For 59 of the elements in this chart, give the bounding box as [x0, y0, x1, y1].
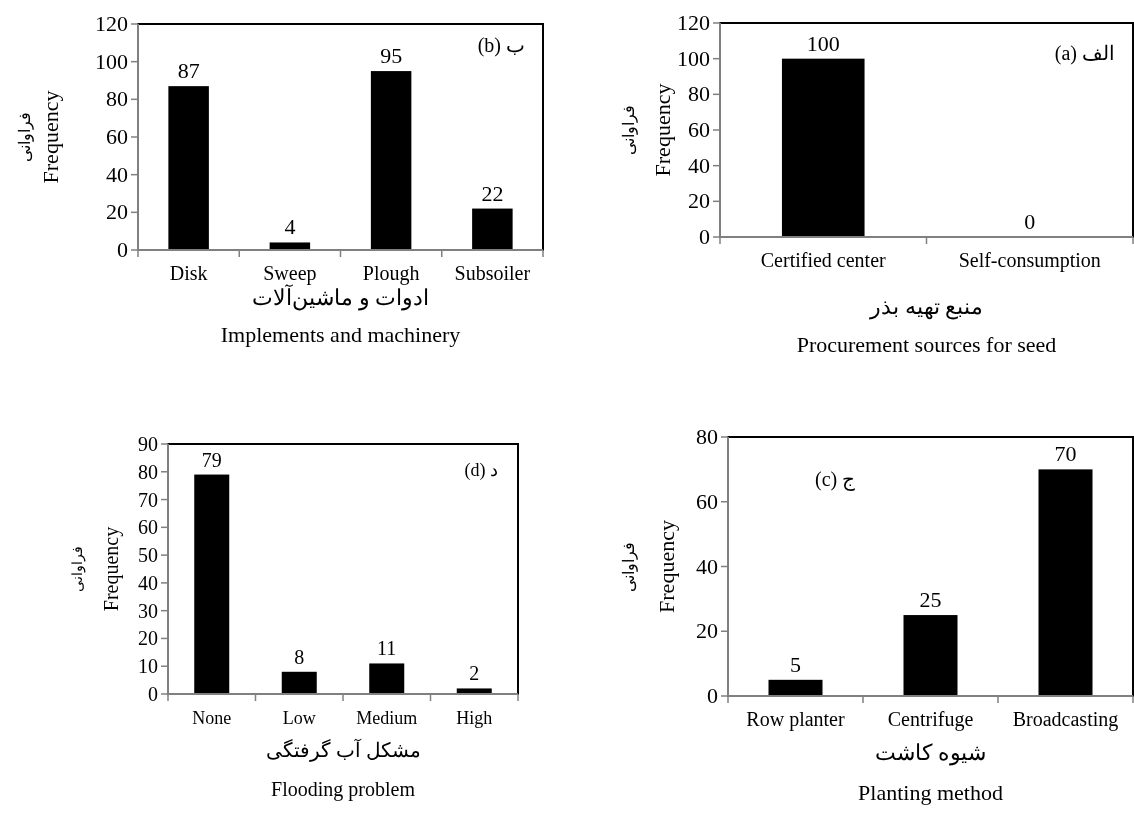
- data-label: 100: [806, 30, 840, 56]
- y-tick-label: 10: [138, 655, 158, 678]
- y-tick-label: 40: [138, 571, 158, 594]
- y-tick-label: 40: [106, 161, 128, 187]
- data-label: 70: [1054, 441, 1077, 467]
- annotation: د (d): [464, 460, 498, 481]
- data-label: 79: [201, 448, 222, 471]
- y-tick-label: 50: [138, 544, 158, 567]
- y-tick-label: 90: [138, 433, 158, 455]
- y-tick-label: 20: [688, 188, 710, 214]
- annotation: الف (a): [1054, 42, 1115, 65]
- y-tick-label: 120: [677, 10, 710, 35]
- x-tick-label: Centrifuge: [887, 708, 974, 731]
- y-tick-label: 80: [688, 81, 710, 107]
- x-tick-label: Medium: [356, 708, 418, 728]
- data-label: 5: [790, 651, 801, 677]
- data-label: 25: [919, 587, 942, 613]
- x-tick-label: Disk: [169, 262, 208, 284]
- x-tick-label: None: [192, 708, 232, 728]
- data-label: 95: [380, 43, 403, 69]
- x-tick-label: Low: [282, 708, 316, 728]
- y-tick-label: 60: [138, 516, 158, 539]
- y-tick-label: 20: [138, 627, 158, 650]
- data-label: 8: [294, 645, 305, 668]
- x-tick-label: Subsoiler: [454, 262, 531, 284]
- y-tick-label: 80: [138, 460, 158, 483]
- x-tick-label: Row planter: [746, 708, 845, 731]
- y-tick-label: 100: [95, 48, 128, 74]
- data-label: 0: [1024, 209, 1036, 234]
- data-label: 87: [177, 58, 200, 84]
- data-label: 22: [481, 180, 504, 206]
- y-tick-label: 30: [138, 599, 158, 622]
- y-tick-label: 0: [148, 683, 158, 705]
- y-tick-label: 60: [688, 117, 710, 142]
- y-tick-label: 40: [696, 553, 718, 579]
- data-label: 11: [377, 637, 397, 660]
- annotation: ب (b): [477, 34, 525, 57]
- x-tick-label: Broadcasting: [1012, 708, 1119, 731]
- x-tick-label: Sweep: [263, 262, 317, 285]
- x-tick-label: Self-consumption: [958, 249, 1101, 272]
- y-tick-label: 70: [138, 488, 158, 511]
- data-label: 2: [469, 662, 480, 685]
- y-tick-label: 60: [106, 124, 128, 149]
- y-tick-label: 80: [106, 86, 128, 112]
- y-tick-label: 20: [696, 618, 718, 644]
- y-tick-label: 100: [677, 45, 710, 71]
- data-label: 4: [284, 214, 296, 240]
- y-tick-label: 60: [696, 488, 718, 514]
- y-tick-label: 0: [117, 237, 128, 262]
- x-tick-label: Plough: [362, 262, 420, 285]
- x-tick-label: Certified center: [760, 249, 887, 271]
- y-tick-label: 0: [707, 683, 718, 708]
- y-tick-label: 0: [699, 224, 710, 249]
- y-tick-label: 120: [95, 11, 128, 36]
- y-tick-label: 80: [696, 424, 718, 449]
- y-tick-label: 40: [688, 152, 710, 178]
- x-tick-label: High: [456, 708, 493, 728]
- y-tick-label: 20: [106, 199, 128, 225]
- annotation: ج (c): [815, 468, 856, 491]
